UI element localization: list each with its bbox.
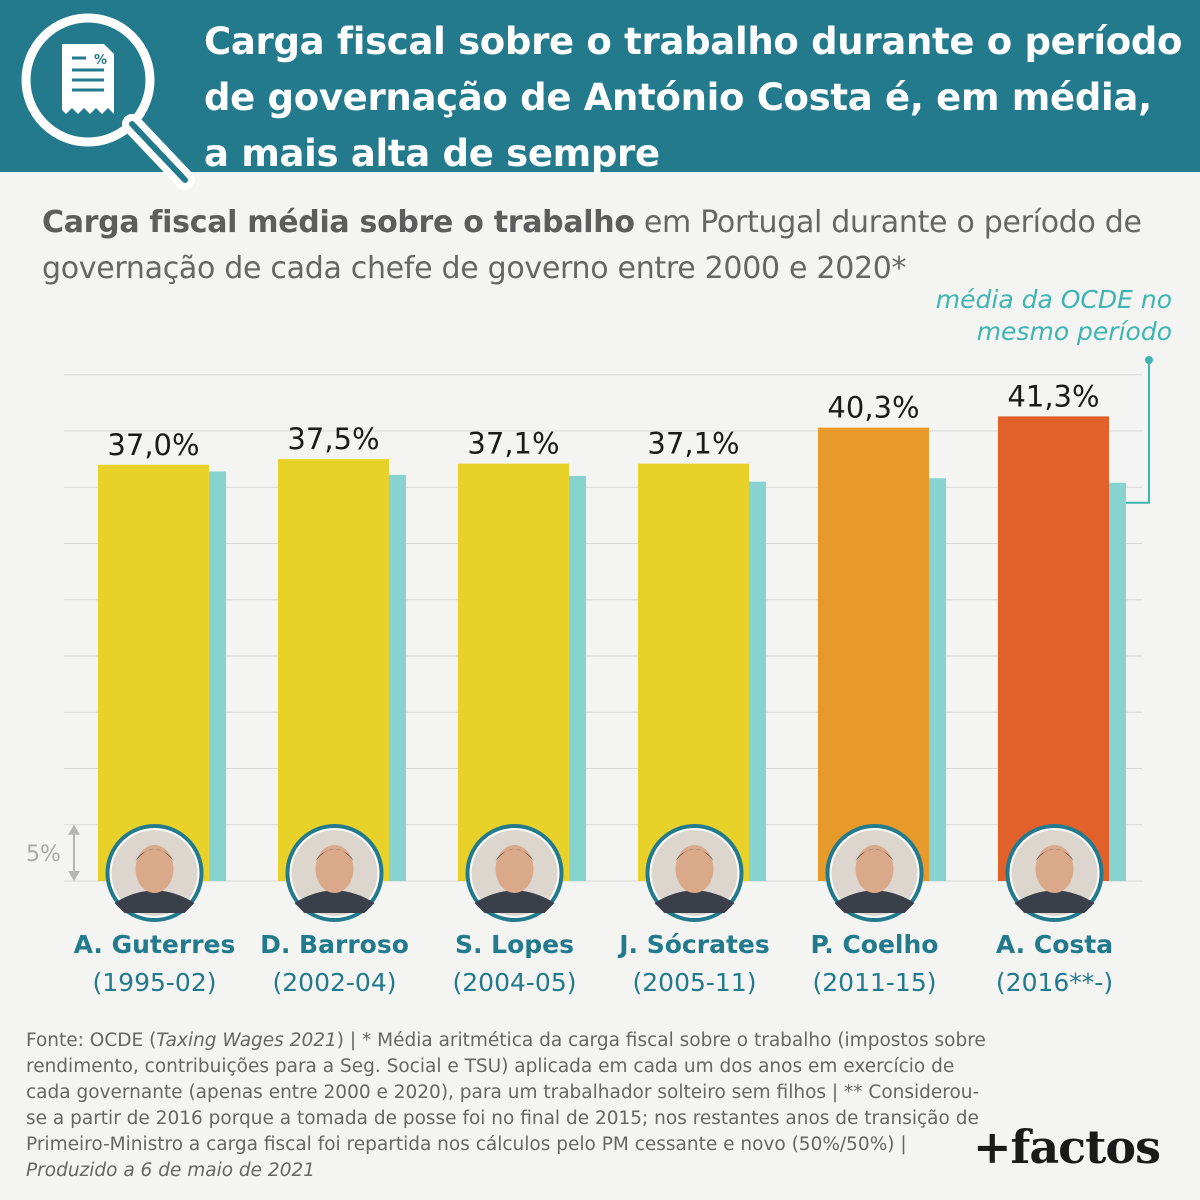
data-label: 37,5% bbox=[287, 422, 379, 456]
governor-period: (2002-04) bbox=[272, 968, 397, 997]
oecd-legend-note: média da OCDE no mesmo período bbox=[936, 284, 1172, 348]
portrait-hair bbox=[315, 849, 354, 861]
governor-name: D. Barroso bbox=[260, 930, 409, 959]
portrait-hair bbox=[495, 849, 534, 861]
page-title: Carga fiscal sobre o trabalho durante o … bbox=[204, 20, 1183, 175]
data-label: 37,0% bbox=[107, 428, 199, 462]
portrait-suit bbox=[1014, 890, 1095, 913]
portrait-suit bbox=[834, 890, 915, 913]
footer-notes: Fonte: OCDE (Taxing Wages 2021) | * Médi… bbox=[26, 1028, 986, 1184]
oecd-bar bbox=[387, 474, 406, 881]
tax-bar bbox=[278, 459, 389, 881]
portrait-hair bbox=[1035, 849, 1074, 861]
portrait-face bbox=[1035, 845, 1074, 893]
data-label: 40,3% bbox=[827, 391, 919, 425]
oecd-bar bbox=[1107, 482, 1126, 881]
portrait-face bbox=[315, 845, 354, 893]
governor-period: (2005-11) bbox=[632, 968, 757, 997]
portrait-hair bbox=[135, 849, 174, 861]
footer-source-rest: ) | * Média aritmética da carga fiscal s… bbox=[26, 1030, 986, 1155]
portrait-face bbox=[495, 845, 534, 893]
header-banner: Carga fiscal sobre o trabalho durante o … bbox=[0, 0, 1200, 175]
governor-period: (1995-02) bbox=[92, 968, 217, 997]
portrait-face bbox=[675, 845, 714, 893]
arrow-up-icon bbox=[68, 824, 80, 835]
governor-name: A. Costa bbox=[995, 930, 1114, 959]
factos-logo: +factos bbox=[973, 1120, 1161, 1174]
portrait-suit bbox=[294, 890, 375, 913]
oecd-note-line-2: mesmo período bbox=[976, 317, 1172, 346]
portrait-hair bbox=[675, 849, 714, 861]
oecd-note-line-1: média da OCDE no bbox=[935, 285, 1172, 314]
svg-text:%: % bbox=[94, 53, 107, 68]
portrait-suit bbox=[114, 890, 195, 913]
tax-bar bbox=[998, 416, 1109, 881]
data-label: 37,1% bbox=[467, 427, 559, 461]
tax-bar bbox=[458, 463, 569, 881]
oecd-connector-dot bbox=[1145, 356, 1153, 364]
governor-name: J. Sócrates bbox=[619, 930, 770, 959]
portrait-suit bbox=[474, 890, 555, 913]
oecd-bar bbox=[207, 471, 226, 881]
portrait-face bbox=[135, 845, 174, 893]
subtitle-bold: Carga fiscal média sobre o trabalho bbox=[42, 205, 635, 240]
oecd-bar bbox=[567, 476, 586, 881]
oecd-bar bbox=[927, 478, 946, 881]
tax-bar bbox=[98, 464, 209, 881]
arrow-down-icon bbox=[68, 871, 80, 881]
footer-source-prefix: Fonte: OCDE ( bbox=[26, 1030, 157, 1051]
portrait-face bbox=[855, 845, 894, 893]
governor-period: (2011-15) bbox=[812, 968, 937, 997]
chart-subtitle: Carga fiscal média sobre o trabalho em P… bbox=[42, 200, 1162, 292]
footer-produced: Produzido a 6 de maio de 2021 bbox=[26, 1160, 315, 1181]
oecd-bar bbox=[747, 481, 766, 881]
portrait-hair bbox=[855, 849, 894, 861]
oecd-connector-line bbox=[1126, 362, 1150, 504]
footer-source-italic: Taxing Wages 2021 bbox=[156, 1030, 337, 1051]
portrait-suit bbox=[654, 890, 735, 913]
governor-name: P. Coelho bbox=[810, 930, 939, 959]
subtitle-rest: em Portugal durante o período de governa… bbox=[42, 205, 1142, 286]
magnifier-document-icon: % bbox=[21, 13, 195, 190]
governor-period: (2016**-) bbox=[995, 968, 1114, 997]
governor-name: S. Lopes bbox=[454, 930, 575, 959]
governor-name: A. Guterres bbox=[73, 930, 236, 959]
governor-period: (2004-05) bbox=[452, 968, 577, 997]
tax-bar bbox=[818, 427, 929, 881]
tax-bar bbox=[638, 463, 749, 881]
scale-label: 5% bbox=[26, 842, 61, 867]
data-label: 41,3% bbox=[1007, 379, 1099, 413]
data-label: 37,1% bbox=[647, 427, 739, 461]
